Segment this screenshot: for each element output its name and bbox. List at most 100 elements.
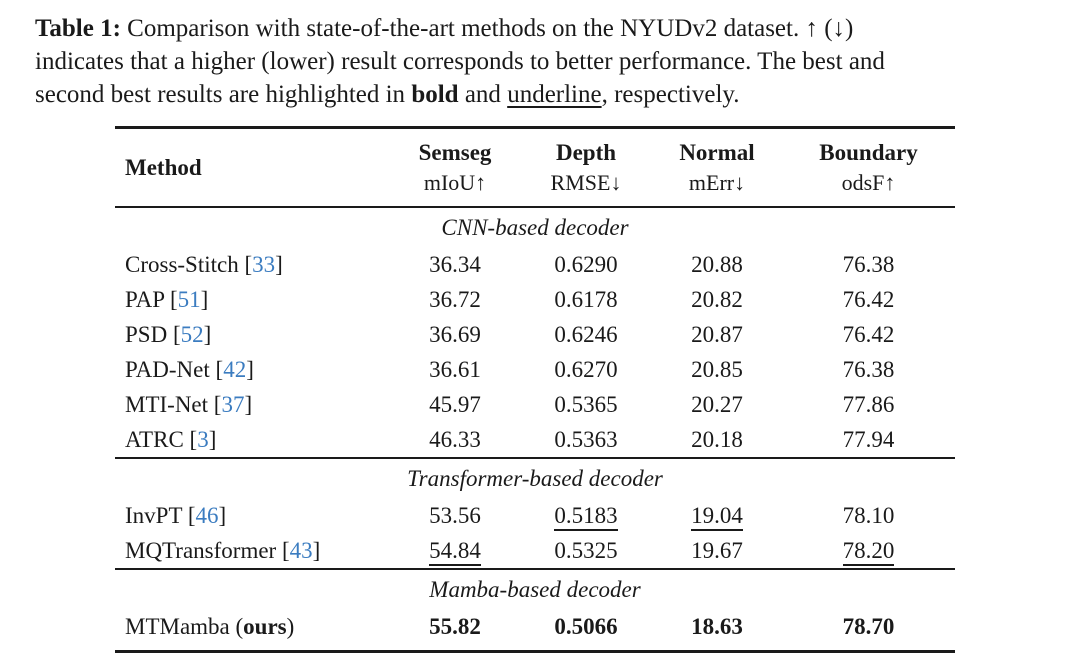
method-label: ] <box>208 427 217 452</box>
value-cell: 0.6178 <box>520 282 652 317</box>
section-title: CNN-based decoder <box>441 215 629 240</box>
metric-value: 20.18 <box>691 427 743 452</box>
value-cell: 20.87 <box>652 317 782 352</box>
metric-value: 0.5365 <box>554 392 618 417</box>
method-label-bold: ours <box>243 614 287 639</box>
metric-value: 54.84 <box>429 538 481 566</box>
caption-text-3a: second best results are highlighted in <box>35 81 412 108</box>
value-cell: 0.6290 <box>520 247 652 282</box>
method-label: ] <box>218 503 227 528</box>
method-label: ] <box>312 538 321 563</box>
value-cell: 36.34 <box>390 247 520 282</box>
header-boundary: Boundary odsF↑ <box>782 127 955 208</box>
citation-link[interactable]: 43 <box>289 538 313 563</box>
caption-text-3c: , respectively. <box>601 81 740 108</box>
header-task-label: Depth <box>555 140 617 165</box>
method-cell: Cross-Stitch [33] <box>115 247 390 282</box>
metric-value: 19.67 <box>691 538 743 563</box>
section-title-row: CNN-based decoder <box>115 207 955 247</box>
method-label: ] <box>244 392 253 417</box>
header-method-label: Method <box>125 155 202 180</box>
citation-link[interactable]: 42 <box>223 357 247 382</box>
citation-link[interactable]: 33 <box>252 252 276 277</box>
table-caption: Table 1: Comparison with state-of-the-ar… <box>35 12 1065 111</box>
method-cell: InvPT [46] <box>115 498 390 533</box>
value-cell: 78.70 <box>782 609 955 652</box>
value-cell: 0.6270 <box>520 352 652 387</box>
value-cell: 20.82 <box>652 282 782 317</box>
value-cell: 19.67 <box>652 533 782 569</box>
method-label: PAP [ <box>125 287 178 312</box>
citation-link[interactable]: 46 <box>195 503 219 528</box>
value-cell: 36.72 <box>390 282 520 317</box>
caption-label: Table 1: <box>35 15 121 42</box>
value-cell: 20.18 <box>652 422 782 458</box>
metric-value: 0.5183 <box>554 503 618 531</box>
metric-value: 76.42 <box>842 287 895 312</box>
results-table-body: CNN-based decoder Cross-Stitch [33] 36.34 0… <box>115 207 955 652</box>
metric-value: 36.69 <box>429 322 481 347</box>
value-cell: 76.38 <box>782 352 955 387</box>
method-label: ] <box>200 287 209 312</box>
method-label: PAD-Net [ <box>125 357 224 382</box>
value-cell: 0.5363 <box>520 422 652 458</box>
metric-value: 36.72 <box>429 287 481 312</box>
header-metric-label: mErr↓ <box>688 170 746 195</box>
value-cell: 55.82 <box>390 609 520 652</box>
method-cell: PAP [51] <box>115 282 390 317</box>
caption-text-1: Comparison with state-of-the-art methods… <box>120 15 854 42</box>
value-cell: 36.61 <box>390 352 520 387</box>
header-metric-label: odsF↑ <box>841 170 896 195</box>
header-metric-label: RMSE↓ <box>550 170 622 195</box>
citation-link[interactable]: 52 <box>180 322 204 347</box>
table-row: PAP [51] 36.72 0.6178 20.82 76.42 <box>115 282 955 317</box>
metric-value: 0.6246 <box>554 322 618 347</box>
method-cell: PSD [52] <box>115 317 390 352</box>
caption-underline-word: underline <box>507 81 602 108</box>
table-row: PSD [52] 36.69 0.6246 20.87 76.42 <box>115 317 955 352</box>
value-cell: 0.5066 <box>520 609 652 652</box>
citation-link[interactable]: 3 <box>197 427 209 452</box>
metric-value: 20.82 <box>691 287 743 312</box>
value-cell: 0.5183 <box>520 498 652 533</box>
caption-line-1: Table 1: Comparison with state-of-the-ar… <box>35 12 1065 45</box>
method-label: ATRC [ <box>125 427 198 452</box>
metric-value: 53.56 <box>429 503 481 528</box>
metric-value: 78.10 <box>842 503 895 528</box>
header-task-label: Normal <box>679 140 755 165</box>
value-cell: 0.6246 <box>520 317 652 352</box>
table-row: ATRC [3] 46.33 0.5363 20.18 77.94 <box>115 422 955 458</box>
method-label: ] <box>203 322 212 347</box>
section-title: Mamba-based decoder <box>115 568 955 609</box>
caption-text-3b: and <box>458 81 508 108</box>
method-cell: ATRC [3] <box>115 422 390 458</box>
citation-link[interactable]: 37 <box>221 392 245 417</box>
header-row: Method Semseg mIoU↑ Depth RMSE↓ Normal m… <box>115 127 955 208</box>
caption-line-2: indicates that a higher (lower) result c… <box>35 45 1065 78</box>
value-cell: 78.20 <box>782 533 955 569</box>
value-cell: 45.97 <box>390 387 520 422</box>
method-label: ] <box>275 252 283 277</box>
method-label: PSD [ <box>125 322 181 347</box>
section-title-row: Mamba-based decoder <box>115 568 955 609</box>
value-cell: 77.94 <box>782 422 955 458</box>
metric-value: 20.88 <box>691 252 743 277</box>
table-row: MTMamba (ours) 55.82 0.5066 18.63 78.70 <box>115 609 955 652</box>
method-label: ] <box>246 357 254 382</box>
header-metric-label: mIoU↑ <box>423 170 487 195</box>
method-label: ) <box>286 614 295 639</box>
metric-value: 55.82 <box>429 614 481 639</box>
metric-value: 76.42 <box>842 322 895 347</box>
metric-value: 77.86 <box>842 392 895 417</box>
value-cell: 46.33 <box>390 422 520 458</box>
metric-value: 46.33 <box>429 427 481 452</box>
value-cell: 78.10 <box>782 498 955 533</box>
metric-value: 0.6178 <box>554 287 618 312</box>
caption-bold-word: bold <box>411 81 459 108</box>
value-cell: 36.69 <box>390 317 520 352</box>
metric-value: 0.6270 <box>554 357 618 382</box>
citation-link[interactable]: 51 <box>177 287 201 312</box>
metric-value: 36.61 <box>429 357 481 382</box>
results-table-wrap: Method Semseg mIoU↑ Depth RMSE↓ Normal m… <box>115 126 955 653</box>
